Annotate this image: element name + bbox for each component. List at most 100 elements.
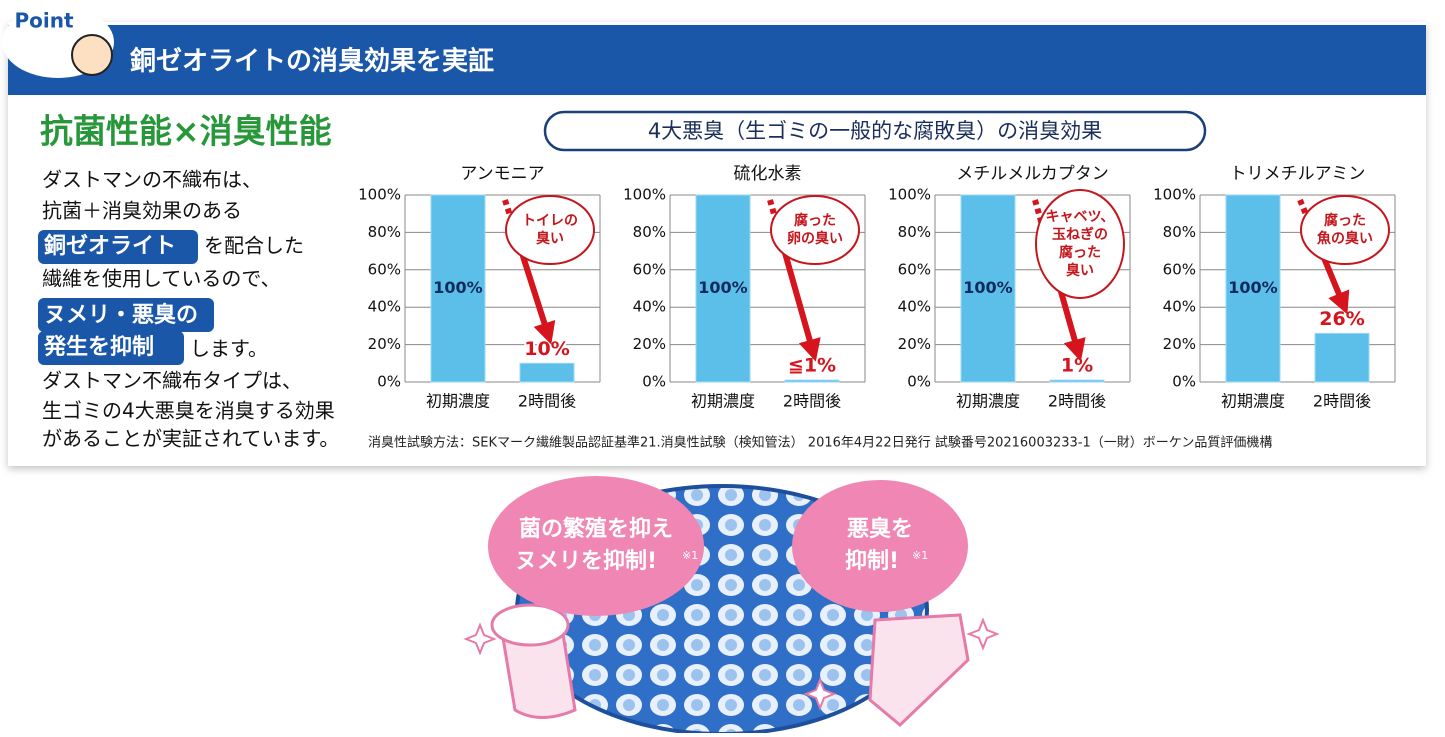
y-tick-label: 60% <box>1163 260 1196 278</box>
bar <box>1314 332 1370 383</box>
corner-tray <box>868 613 970 728</box>
y-tick-label: 20% <box>1163 335 1196 353</box>
x-tick-label: 2時間後 <box>518 392 576 411</box>
bubble-note: ※1 <box>682 549 698 562</box>
text-line: ダストマンの不織布は、 <box>42 168 262 192</box>
chart-title: アンモニア <box>460 164 544 184</box>
arrow-head <box>1328 289 1350 315</box>
highlight-text: 発生を抑制 <box>43 335 154 360</box>
value-label: 10% <box>524 338 569 360</box>
x-tick-label: 初期濃度 <box>956 392 1020 411</box>
annotation-text: 腐った <box>794 212 836 229</box>
annotation-text: 腐った <box>1324 212 1366 229</box>
x-tick-label: 2時間後 <box>1048 392 1106 411</box>
bubble-text: 抑制! <box>845 549 899 574</box>
text-line: 繊維を使用しているので、 <box>42 267 281 291</box>
x-tick-label: 2時間後 <box>1313 392 1371 411</box>
badge-text: Point <box>14 9 73 33</box>
chart-title: 硫化水素 <box>734 164 802 184</box>
subtitle: 4大悪臭（生ゴミの一般的な腐敗臭）の消臭効果 <box>648 119 1102 143</box>
y-tick-label: 60% <box>368 260 401 278</box>
y-tick-label: 40% <box>898 298 931 316</box>
footnote: 消臭性試験方法：SEKマーク繊維製品認証基準21.消臭性試験（検知管法） 201… <box>368 435 1272 451</box>
annotation-text: トイレの <box>522 213 578 229</box>
y-tick-label: 80% <box>1163 223 1196 241</box>
heading: 抗菌性能×消臭性能 <box>40 112 332 151</box>
y-tick-label: 0% <box>642 373 666 391</box>
y-tick-label: 80% <box>633 223 666 241</box>
value-label: 100% <box>963 278 1012 297</box>
annotation-text: 魚の臭い <box>1317 230 1373 247</box>
mascot <box>71 34 113 76</box>
x-tick-label: 初期濃度 <box>426 392 490 411</box>
arrow-head <box>533 320 556 345</box>
annotation-text: 腐った <box>1059 244 1101 261</box>
value-label: 100% <box>698 278 747 297</box>
y-tick-label: 0% <box>1172 373 1196 391</box>
bubble <box>488 476 704 616</box>
bubble <box>792 480 968 612</box>
text-line: します。 <box>190 337 268 361</box>
highlight <box>38 298 214 332</box>
y-tick-label: 20% <box>633 335 666 353</box>
y-tick-label: 40% <box>368 298 401 316</box>
y-tick-label: 0% <box>907 373 931 391</box>
sparkle <box>966 617 1000 651</box>
y-tick-label: 100% <box>1153 186 1196 204</box>
y-tick-label: 80% <box>368 223 401 241</box>
x-tick-label: 初期濃度 <box>691 392 755 411</box>
y-tick-label: 0% <box>377 373 401 391</box>
subtitle-pill <box>543 110 1207 152</box>
bubble-note: ※1 <box>912 549 928 562</box>
annotation-bubble <box>1300 195 1390 265</box>
annotation-bubble <box>1035 189 1125 299</box>
annotation-text: 臭い <box>1066 262 1094 279</box>
x-tick-label: 初期濃度 <box>1221 392 1285 411</box>
left-text: ダストマンの不織布は、 抗菌＋消臭効果のある 銅ゼオライト を配合した 繊維を使… <box>38 168 339 451</box>
annotation-bubble <box>505 195 595 265</box>
value-label: 100% <box>1228 278 1277 297</box>
y-tick-label: 100% <box>888 186 931 204</box>
y-tick-label: 80% <box>898 223 931 241</box>
sparkle <box>803 677 837 711</box>
annotation-text: キャベツ、 <box>1046 209 1115 225</box>
annotation-text: 臭い <box>536 230 564 247</box>
annotation-text: 卵の臭い <box>787 230 843 247</box>
header-title: 銅ゼオライトの消臭効果を実証 <box>130 46 494 77</box>
y-tick-label: 60% <box>633 260 666 278</box>
highlight-text: 銅ゼオライト <box>44 233 176 259</box>
y-tick-label: 100% <box>358 186 401 204</box>
value-label: 1% <box>1061 355 1093 377</box>
value-label: ≦1% <box>788 355 836 377</box>
arrow-dash <box>502 199 515 221</box>
y-tick-label: 60% <box>898 260 931 278</box>
y-tick-label: 20% <box>368 335 401 353</box>
bar <box>695 194 751 383</box>
value-label: 100% <box>433 278 482 297</box>
bubble-text: ヌメリを抑制! <box>515 549 657 574</box>
cup-rim <box>490 603 570 647</box>
bubble-text: 菌の繁殖を抑え <box>519 516 673 542</box>
highlight <box>38 230 198 264</box>
y-tick-label: 100% <box>623 186 666 204</box>
bar <box>430 194 486 383</box>
arrow-head <box>798 337 821 362</box>
text-line: ダストマン不織布タイプは、 <box>42 369 302 393</box>
header-bar <box>8 25 1426 95</box>
y-tick-label: 20% <box>898 335 931 353</box>
y-tick-label: 40% <box>1163 298 1196 316</box>
chart-title: トリメチルアミン <box>1230 164 1366 184</box>
arrow-head <box>1063 337 1086 362</box>
value-label: 26% <box>1319 308 1364 330</box>
text-line: 生ゴミの4大悪臭を消臭する効果 <box>42 399 335 423</box>
text-line: 抗菌＋消臭効果のある <box>42 199 242 223</box>
bar <box>960 194 1016 383</box>
x-tick-label: 2時間後 <box>783 392 841 411</box>
illustration: 菌の繁殖を抑え ヌメリを抑制! ※1 悪臭を 抑制! ※1 <box>463 476 1000 736</box>
sparkle <box>463 622 497 656</box>
chart-title: メチルメルカプタン <box>956 164 1109 184</box>
bar <box>1049 379 1105 383</box>
y-tick-label: 40% <box>633 298 666 316</box>
